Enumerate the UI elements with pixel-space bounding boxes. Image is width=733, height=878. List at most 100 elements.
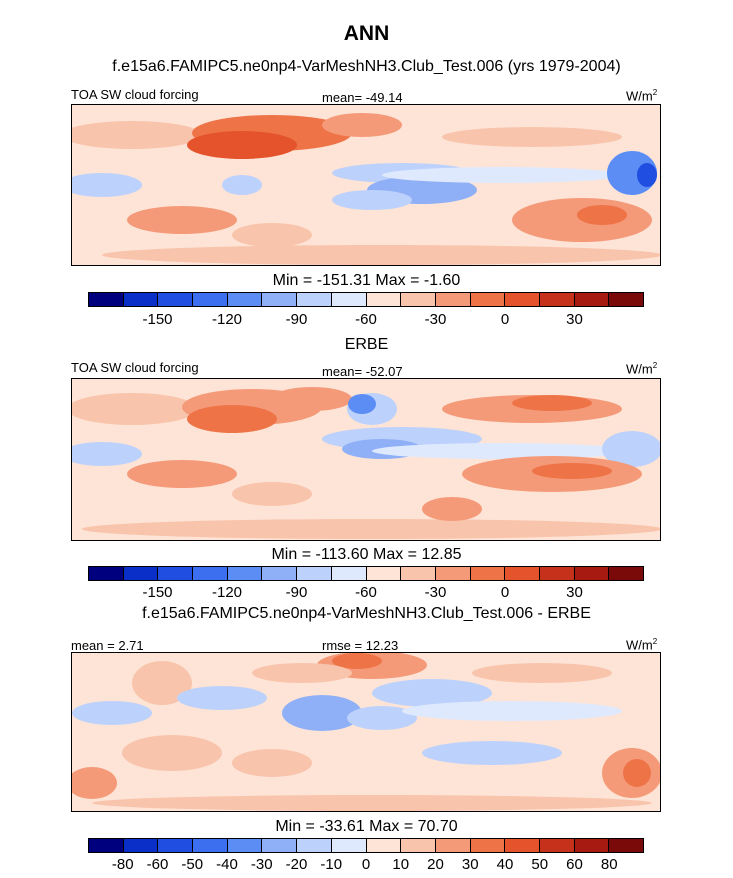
colorbar-swatch — [366, 839, 402, 852]
panel2-header: ERBE — [344, 336, 389, 353]
colorbar-swatch — [435, 839, 471, 852]
colorbar-tick-label: 60 — [566, 856, 583, 873]
panel1-colorbar-ticks: -150 -120 -90 -60 -30 0 30 — [88, 311, 644, 331]
colorbar-swatch — [227, 567, 263, 580]
colorbar-tick-label: 0 — [361, 856, 371, 873]
colorbar-tick-label: -10 — [320, 856, 343, 873]
colorbar-tick-label: -50 — [181, 856, 204, 873]
colorbar-swatch — [158, 567, 194, 580]
colorbar-tick-label: 10 — [392, 856, 410, 873]
colorbar-tick-label: -30 — [424, 584, 447, 601]
colorbar-swatch — [227, 293, 263, 306]
colorbar-swatch — [505, 293, 540, 306]
panel3-units-label: W/m2 — [626, 637, 658, 653]
colorbar-tick-label: 50 — [531, 856, 549, 873]
colorbar-tick-label: -60 — [355, 584, 377, 601]
colorbar-tick-label: -30 — [424, 311, 447, 328]
colorbar-swatch — [574, 567, 610, 580]
colorbar-swatch — [331, 293, 367, 306]
colorbar-swatch — [609, 567, 643, 580]
colorbar-swatch — [331, 839, 367, 852]
colorbar-swatch — [435, 567, 471, 580]
panel2-mean-label: mean= -52.07 — [322, 364, 403, 379]
colorbar-swatch — [401, 839, 436, 852]
colorbar-swatch — [401, 293, 436, 306]
colorbar-swatch — [539, 839, 575, 852]
panel1-mean-label: mean= -49.14 — [322, 90, 403, 105]
colorbar-swatch — [158, 839, 194, 852]
panel3-rmse-label: rmse = 12.23 — [322, 638, 399, 653]
colorbar-tick-label: 40 — [496, 856, 514, 873]
panel2-minmax: Min = -113.60 Max = 12.85 — [271, 546, 462, 563]
colorbar-tick-label: 30 — [566, 584, 583, 601]
panel1-header: f.e15a6.FAMIPC5.ne0np4-VarMeshNH3.Club_T… — [112, 58, 621, 75]
panel2-field — [72, 379, 660, 540]
colorbar-swatch — [193, 839, 228, 852]
panel3-mean-label: mean = 2.71 — [71, 638, 144, 653]
panel2-units-label: W/m2 — [626, 361, 658, 377]
colorbar-swatch — [539, 293, 575, 306]
colorbar-tick-label: 80 — [600, 856, 618, 873]
colorbar-tick-label: -30 — [250, 856, 273, 873]
colorbar-tick-label: -80 — [111, 856, 134, 873]
colorbar-tick-label: -120 — [211, 584, 243, 601]
panel2-colorbar-ticks: -150 -120 -90 -60 -30 0 30 — [88, 584, 644, 604]
panel2-colorbar — [88, 566, 644, 581]
colorbar-swatch — [123, 293, 159, 306]
colorbar-swatch — [297, 839, 332, 852]
figure-title: ANN — [343, 22, 390, 45]
panel1-units-label: W/m2 — [626, 88, 658, 104]
panel3-minmax: Min = -33.61 Max = 70.70 — [275, 818, 458, 835]
colorbar-swatch — [435, 293, 471, 306]
colorbar-swatch — [470, 567, 506, 580]
colorbar-swatch — [574, 293, 610, 306]
colorbar-tick-label: 30 — [461, 856, 479, 873]
colorbar-swatch — [262, 839, 298, 852]
panel3-colorbar — [88, 838, 644, 853]
colorbar-swatch — [193, 293, 228, 306]
colorbar-swatch — [505, 839, 540, 852]
panel1-minmax: Min = -151.31 Max = -1.60 — [272, 272, 461, 289]
colorbar-tick-label: -40 — [216, 856, 238, 873]
panel3-header: f.e15a6.FAMIPC5.ne0np4-VarMeshNH3.Club_T… — [142, 605, 591, 622]
colorbar-swatch — [158, 293, 194, 306]
colorbar-swatch — [89, 293, 124, 306]
panel1-field — [72, 105, 660, 265]
colorbar-tick-label: -150 — [142, 311, 173, 328]
colorbar-swatch — [297, 567, 332, 580]
colorbar-tick-label: -90 — [285, 584, 308, 601]
colorbar-swatch — [609, 293, 643, 306]
panel3-field — [72, 653, 660, 811]
panel2-map — [71, 378, 661, 541]
colorbar-swatch — [262, 567, 298, 580]
colorbar-swatch — [574, 839, 610, 852]
colorbar-swatch — [193, 567, 228, 580]
colorbar-tick-label: -60 — [146, 856, 169, 873]
colorbar-swatch — [539, 567, 575, 580]
colorbar-swatch — [123, 567, 159, 580]
panel3-map — [71, 652, 661, 812]
panel2-variable-label: TOA SW cloud forcing — [71, 360, 199, 375]
colorbar-tick-label: -60 — [355, 311, 377, 328]
colorbar-tick-label: -90 — [285, 311, 308, 328]
colorbar-swatch — [470, 839, 506, 852]
colorbar-swatch — [297, 293, 332, 306]
colorbar-swatch — [470, 293, 506, 306]
colorbar-swatch — [89, 839, 124, 852]
colorbar-swatch — [331, 567, 367, 580]
colorbar-tick-label: -20 — [285, 856, 308, 873]
panel1-variable-label: TOA SW cloud forcing — [71, 87, 199, 102]
colorbar-swatch — [262, 293, 298, 306]
colorbar-swatch — [366, 567, 402, 580]
colorbar-tick-label: 0 — [500, 311, 510, 328]
colorbar-swatch — [89, 567, 124, 580]
colorbar-tick-label: -120 — [211, 311, 243, 328]
colorbar-swatch — [227, 839, 263, 852]
panel1-map — [71, 104, 661, 266]
panel1-colorbar — [88, 292, 644, 307]
colorbar-tick-label: 20 — [427, 856, 444, 873]
colorbar-swatch — [401, 567, 436, 580]
colorbar-swatch — [366, 293, 402, 306]
colorbar-swatch — [123, 839, 159, 852]
colorbar-tick-label: 0 — [500, 584, 510, 601]
